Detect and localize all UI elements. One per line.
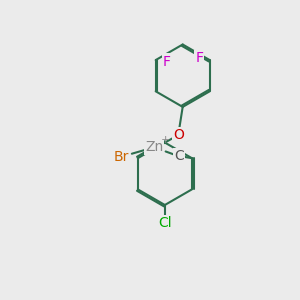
Text: Zn: Zn (145, 140, 163, 154)
Text: O: O (173, 128, 184, 142)
Text: F: F (163, 55, 171, 69)
Text: +: + (161, 135, 170, 145)
Text: Cl: Cl (158, 216, 172, 230)
Text: F: F (195, 51, 203, 65)
Text: C: C (175, 149, 184, 163)
Text: Br: Br (114, 150, 129, 164)
